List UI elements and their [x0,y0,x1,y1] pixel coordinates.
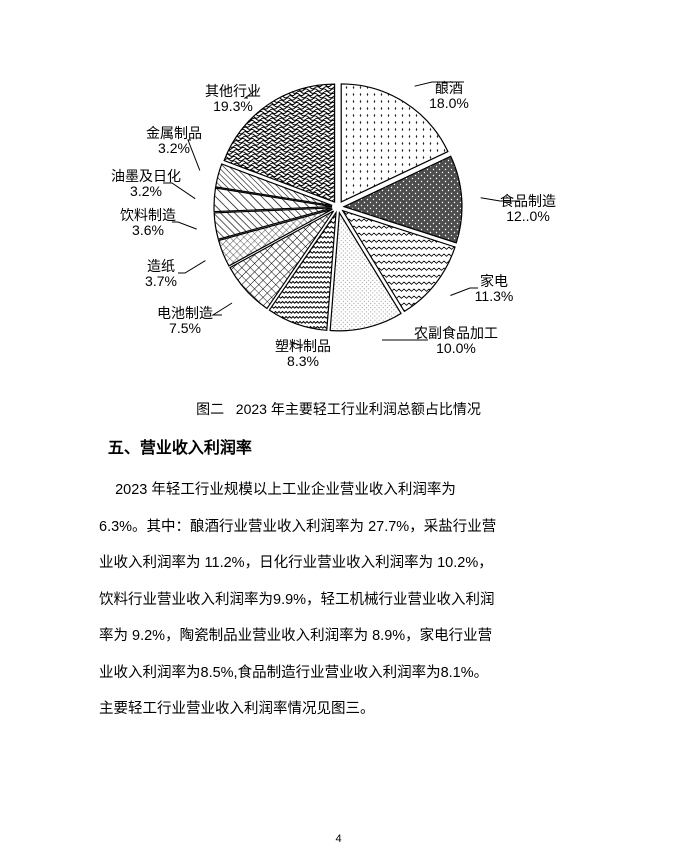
svg-text:饮料制造: 饮料制造 [120,207,176,223]
svg-text:3.2%: 3.2% [130,183,162,199]
svg-text:造纸: 造纸 [147,258,175,274]
svg-text:酿酒: 酿酒 [435,80,463,96]
svg-text:家电: 家电 [480,273,508,289]
svg-text:食品制造: 食品制造 [500,193,556,209]
svg-text:3.2%: 3.2% [158,140,190,156]
svg-text:3.6%: 3.6% [132,222,164,238]
svg-text:19.3%: 19.3% [213,98,253,114]
svg-text:8.3%: 8.3% [287,353,319,369]
svg-text:电池制造: 电池制造 [157,305,213,321]
svg-text:10.0%: 10.0% [436,340,476,356]
svg-text:塑料制品: 塑料制品 [275,338,331,354]
svg-text:7.5%: 7.5% [169,320,201,336]
svg-text:12..0%: 12..0% [506,208,550,224]
svg-text:其他行业: 其他行业 [205,83,261,99]
svg-text:金属制品: 金属制品 [146,125,202,141]
svg-text:3.7%: 3.7% [145,273,177,289]
svg-text:农副食品加工: 农副食品加工 [414,325,498,341]
svg-text:11.3%: 11.3% [475,288,514,304]
svg-text:18.0%: 18.0% [429,95,469,111]
svg-text:油墨及日化: 油墨及日化 [111,168,181,184]
